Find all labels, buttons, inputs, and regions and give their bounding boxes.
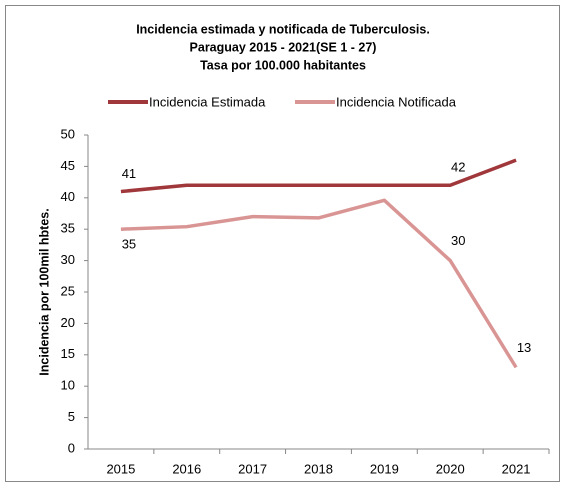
y-tick-label: 45 bbox=[61, 158, 75, 173]
x-tick-label: 2016 bbox=[172, 461, 201, 476]
y-tick-label: 10 bbox=[61, 378, 75, 393]
y-tick-label: 50 bbox=[61, 126, 75, 141]
y-tick-label: 35 bbox=[61, 221, 75, 236]
series-line bbox=[120, 158, 517, 194]
y-tick-label: 40 bbox=[61, 189, 75, 204]
data-label: 30 bbox=[451, 233, 465, 248]
y-tick-label: 20 bbox=[61, 315, 75, 330]
chart-title: Paraguay 2015 - 2021(SE 1 - 27) bbox=[190, 40, 377, 54]
chart-frame bbox=[5, 5, 560, 482]
y-axis-label: Incidencia por 100mil hbtes. bbox=[37, 208, 51, 375]
legend-label: Incidencia Notificada bbox=[336, 94, 457, 109]
x-tick-label: 2015 bbox=[106, 461, 135, 476]
y-tick-label: 30 bbox=[61, 252, 75, 267]
y-tick-label: 0 bbox=[68, 440, 75, 455]
legend-label: Incidencia Estimada bbox=[149, 94, 266, 109]
x-tick-label: 2021 bbox=[502, 461, 531, 476]
y-tick-label: 15 bbox=[61, 346, 75, 361]
x-tick-label: 2017 bbox=[238, 461, 267, 476]
x-tick-label: 2018 bbox=[304, 461, 333, 476]
data-label: 41 bbox=[122, 166, 136, 181]
series-line bbox=[120, 198, 518, 369]
chart-title: Incidencia estimada y notificada de Tube… bbox=[136, 22, 430, 36]
y-tick-label: 5 bbox=[68, 409, 75, 424]
data-label: 42 bbox=[451, 160, 465, 175]
x-tick-label: 2019 bbox=[370, 461, 399, 476]
data-label: 13 bbox=[517, 340, 531, 355]
x-tick-label: 2020 bbox=[436, 461, 465, 476]
data-label: 35 bbox=[122, 237, 136, 252]
chart-title: Tasa por 100.000 habitantes bbox=[200, 58, 366, 72]
y-tick-label: 25 bbox=[61, 283, 75, 298]
